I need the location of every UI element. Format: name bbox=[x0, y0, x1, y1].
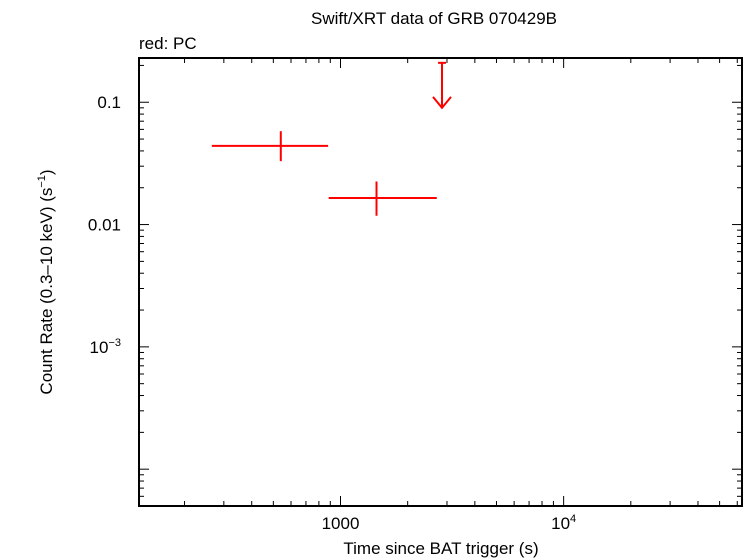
x-tick-label: 104 bbox=[551, 513, 576, 533]
y-tick-label: 0.01 bbox=[88, 216, 121, 235]
chart-title: Swift/XRT data of GRB 070429B bbox=[311, 9, 557, 28]
tick-marks bbox=[139, 58, 742, 507]
data-marks bbox=[211, 61, 452, 216]
x-tick-label-base: 1000 bbox=[322, 514, 360, 533]
y-tick-label: 10−3 bbox=[90, 337, 121, 357]
y-tick-label: 0.1 bbox=[97, 93, 121, 112]
y-tick-label-base: 0.01 bbox=[88, 216, 121, 235]
y-tick-label-base: 10 bbox=[90, 338, 109, 357]
y-axis-label-main: Count Rate (0.3–10 keV) (s bbox=[37, 188, 56, 395]
y-axis-label-tail: ) bbox=[37, 169, 56, 175]
y-tick-label-exp: −3 bbox=[108, 337, 121, 349]
y-tick-label-base: 0.1 bbox=[97, 93, 121, 112]
x-tick-label-exp: 4 bbox=[570, 513, 576, 525]
upper-limit-arrowhead bbox=[432, 96, 452, 110]
x-tick-label-base: 10 bbox=[551, 514, 570, 533]
chart-subtitle: red: PC bbox=[139, 34, 197, 53]
x-tick-label: 1000 bbox=[322, 514, 360, 533]
plot-frame bbox=[138, 57, 743, 507]
y-axis-label-sup: −1 bbox=[36, 175, 48, 188]
x-axis-label: Time since BAT trigger (s) bbox=[343, 539, 538, 558]
y-axis-label: Count Rate (0.3–10 keV) (s−1) bbox=[36, 169, 56, 394]
